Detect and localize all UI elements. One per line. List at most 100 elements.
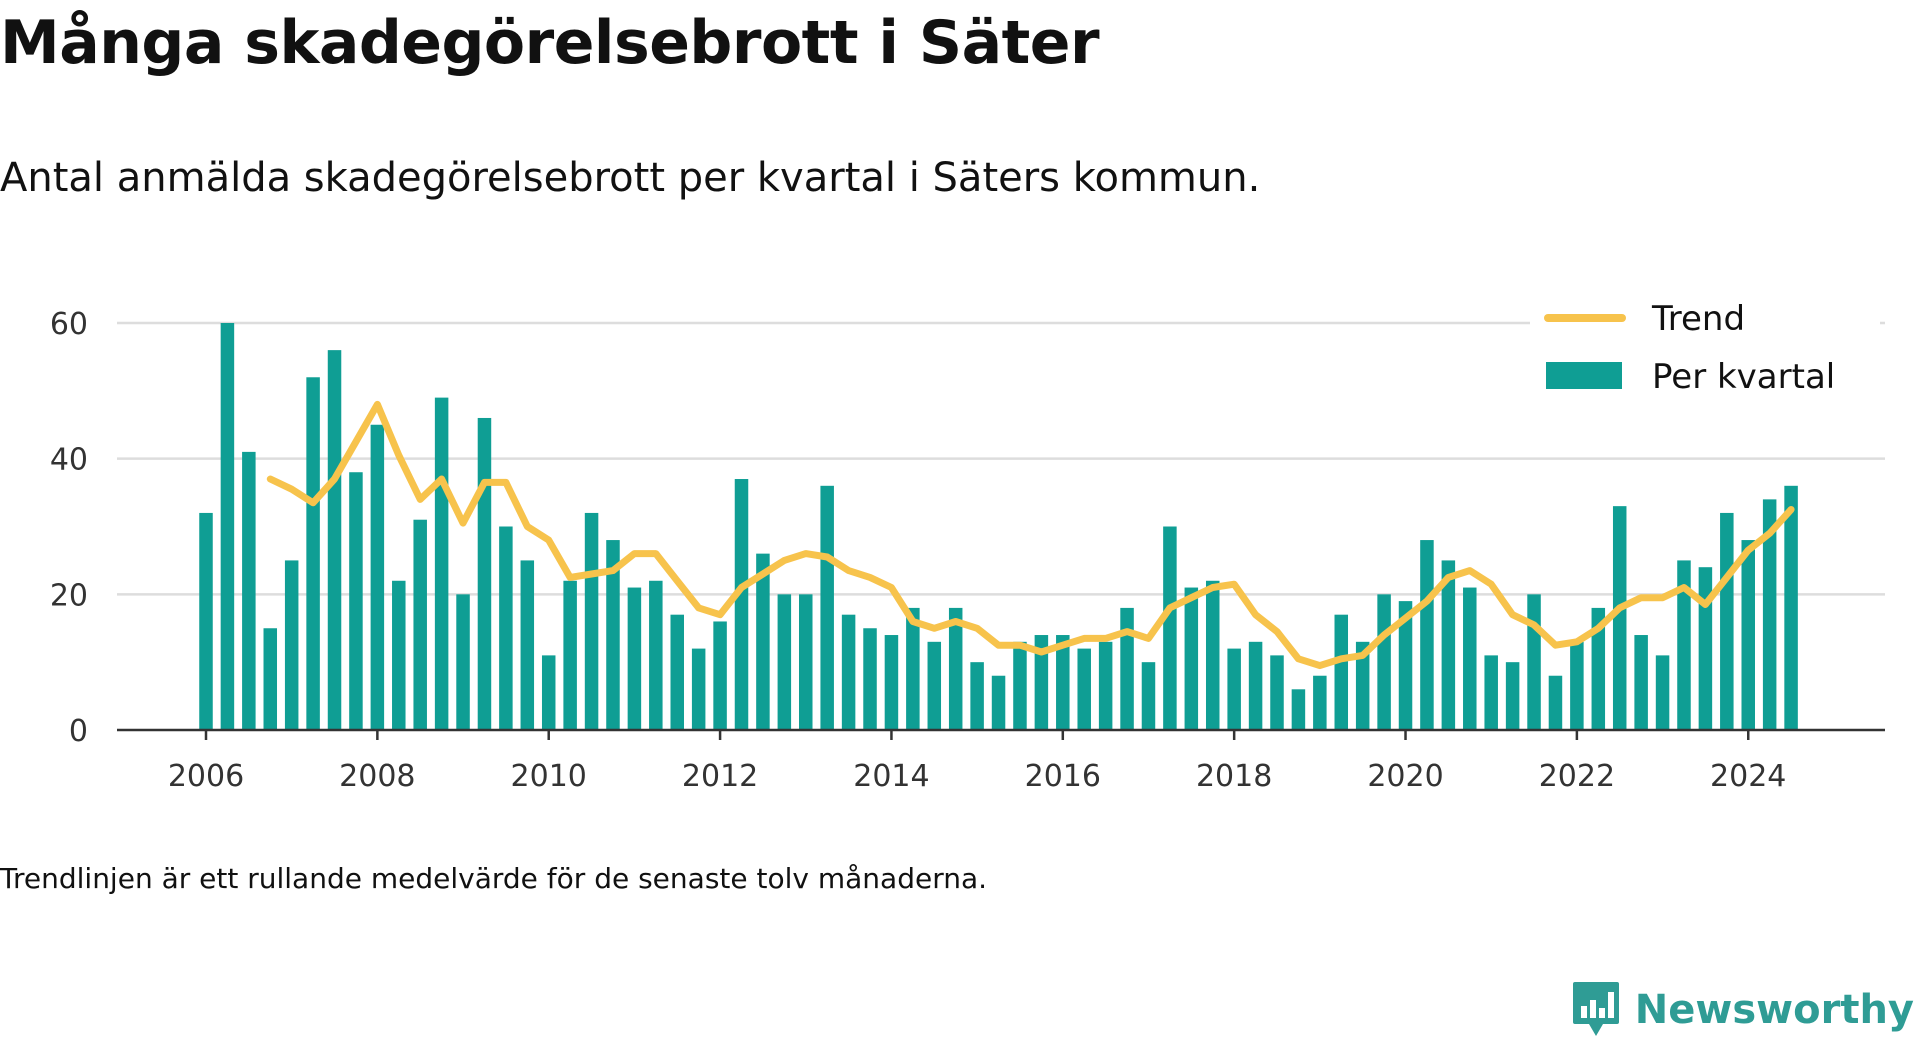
bar — [1698, 567, 1713, 730]
bar — [1398, 601, 1413, 730]
legend-label-per-kvartal: Per kvartal — [1652, 357, 1835, 397]
bar — [1463, 587, 1477, 730]
bar — [306, 377, 320, 730]
bar — [242, 451, 256, 730]
bar — [434, 397, 449, 730]
bar — [991, 675, 1006, 730]
bar — [349, 472, 363, 730]
bar — [199, 512, 213, 730]
bar — [220, 323, 235, 730]
x-tick-label: 2008 — [339, 759, 415, 794]
bar — [799, 594, 813, 730]
bar — [1591, 607, 1606, 730]
bar — [1270, 655, 1284, 730]
bar — [370, 424, 385, 730]
footnote: Trendlinjen är ett rullande medelvärde f… — [0, 862, 988, 895]
bar — [1548, 675, 1563, 730]
bar — [1163, 526, 1177, 730]
bar — [1527, 594, 1541, 730]
x-tick-label: 2014 — [853, 759, 929, 794]
bar — [1762, 499, 1777, 730]
bar — [1741, 540, 1755, 730]
bar — [777, 594, 792, 730]
x-tick-label: 2018 — [1196, 759, 1272, 794]
bar — [1420, 540, 1434, 730]
y-tick-label: 60 — [50, 307, 88, 342]
bar — [820, 485, 834, 730]
legend: Trend Per kvartal — [1530, 293, 1880, 403]
bar — [1720, 512, 1734, 730]
bar — [691, 648, 706, 730]
bar — [1291, 689, 1306, 730]
bar — [1784, 485, 1798, 730]
bar — [1334, 614, 1349, 730]
bar — [1313, 675, 1327, 730]
bar — [1484, 655, 1498, 730]
bar — [670, 614, 684, 730]
y-tick-label: 40 — [50, 443, 88, 478]
bar — [563, 580, 577, 730]
bar — [627, 587, 642, 730]
bar — [1184, 587, 1199, 730]
x-tick-label: 2024 — [1710, 759, 1786, 794]
page-subtitle: Antal anmälda skadegörelsebrott per kvar… — [0, 155, 1261, 201]
x-tick-label: 2020 — [1367, 759, 1443, 794]
bar — [1227, 648, 1241, 730]
bar — [1077, 648, 1091, 730]
bar — [1056, 635, 1070, 730]
bar — [392, 580, 406, 730]
brand-name: Newsworthy — [1634, 987, 1914, 1033]
bar — [520, 560, 535, 730]
brand-logo: Newsworthy — [1571, 980, 1914, 1040]
legend-swatch-per-kvartal — [1546, 362, 1622, 389]
bar — [327, 350, 342, 730]
bar — [1441, 560, 1456, 730]
bar — [499, 526, 513, 730]
bar — [284, 560, 299, 730]
bar — [1034, 635, 1049, 730]
legend-label-trend: Trend — [1651, 299, 1745, 339]
y-tick-label: 0 — [69, 714, 88, 749]
bar — [1205, 580, 1220, 730]
bar — [1013, 641, 1027, 730]
bar — [884, 635, 899, 730]
bar — [1120, 607, 1134, 730]
y-tick-label: 20 — [50, 578, 88, 613]
bar — [541, 655, 556, 730]
bar — [263, 628, 278, 730]
bar — [734, 479, 749, 730]
bar — [970, 662, 984, 730]
bar — [1248, 641, 1263, 730]
bar — [1655, 655, 1670, 730]
bar — [1355, 641, 1370, 730]
bar — [1677, 560, 1691, 730]
bar-series-per-kvartal — [199, 323, 1798, 730]
page-title: Många skadegörelsebrott i Säter — [0, 8, 1100, 78]
bar — [1612, 506, 1627, 730]
bar — [756, 553, 770, 730]
x-tick-label: 2016 — [1025, 759, 1101, 794]
bar — [948, 607, 963, 730]
bar — [649, 580, 663, 730]
bar — [713, 621, 727, 730]
bar — [413, 519, 427, 730]
bar — [1377, 594, 1391, 730]
bar — [1570, 641, 1584, 730]
bar — [863, 628, 877, 730]
bar — [606, 540, 620, 730]
bar — [1505, 662, 1520, 730]
bar — [1141, 662, 1156, 730]
bar — [927, 641, 942, 730]
bar — [1098, 641, 1113, 730]
x-tick-label: 2012 — [682, 759, 758, 794]
bar-chart-speech-bubble-icon — [1572, 982, 1619, 1036]
bar — [841, 614, 856, 730]
trend-line — [266, 400, 1795, 670]
x-tick-label: 2010 — [511, 759, 587, 794]
axes: 0 20 40 60 2006 2008 2010 2012 2014 2016 2018 2020 2… — [50, 307, 1885, 794]
bar — [584, 512, 599, 730]
bar — [906, 607, 920, 730]
x-tick-label: 2006 — [168, 759, 244, 794]
bar — [456, 594, 470, 730]
